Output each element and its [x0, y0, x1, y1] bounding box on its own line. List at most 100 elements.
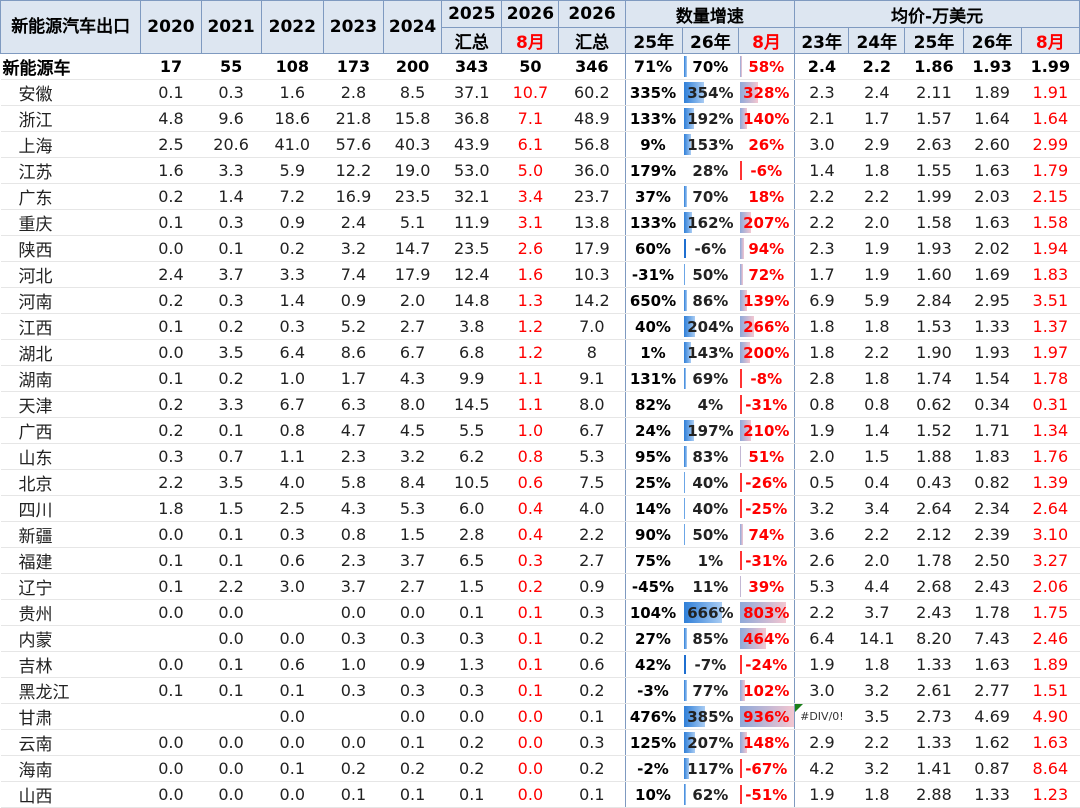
value-2025-total: 12.4: [442, 262, 502, 288]
price-aug: 2.46: [1021, 626, 1079, 652]
value-2021: 3.3: [201, 392, 261, 418]
value-2021: 0.0: [201, 730, 261, 756]
price-26: 1.33: [963, 314, 1021, 340]
value-2026-aug: 0.4: [502, 522, 559, 548]
negative-marker: [740, 759, 742, 778]
value-2022: 0.6: [261, 548, 323, 574]
value-2020: 0.1: [141, 678, 201, 704]
growth-aug: 328%: [738, 80, 794, 106]
header-year-2022: 2022: [261, 1, 323, 54]
growth-bar: [684, 784, 686, 805]
value-2025-total: 0.1: [442, 600, 502, 626]
growth-value: 803%: [743, 604, 789, 622]
growth-25: 25%: [625, 470, 682, 496]
header-2026-month-sub: 8月: [502, 28, 559, 54]
value-2025-total: 1.5: [442, 574, 502, 600]
growth-value: 50%: [692, 266, 728, 284]
growth-value: 102%: [743, 682, 789, 700]
value-2021: 0.2: [201, 314, 261, 340]
growth-25: 95%: [625, 444, 682, 470]
growth-value: 328%: [743, 84, 789, 102]
price-24: 1.8: [849, 366, 905, 392]
value-2024: 17.9: [384, 262, 442, 288]
value-2022: 1.1: [261, 444, 323, 470]
header-price-24: 24年: [849, 28, 905, 54]
value-2023: 0.0: [323, 600, 383, 626]
price-aug: 1.75: [1021, 600, 1079, 626]
value-2026-total: 8: [559, 340, 625, 366]
price-26: 1.93: [963, 340, 1021, 366]
growth-25: 24%: [625, 418, 682, 444]
value-2026-total: 0.6: [559, 652, 625, 678]
value-2024: 8.5: [384, 80, 442, 106]
growth-aug: -8%: [738, 366, 794, 392]
growth-bar: [684, 524, 685, 545]
growth-aug: 139%: [738, 288, 794, 314]
price-24: 1.4: [849, 418, 905, 444]
value-2025-total: 11.9: [442, 210, 502, 236]
value-2026-aug: 0.1: [502, 652, 559, 678]
price-23: 2.2: [795, 600, 849, 626]
value-2020: 0.0: [141, 522, 201, 548]
value-2022: 0.9: [261, 210, 323, 236]
price-26: 1.89: [963, 80, 1021, 106]
value-2024: 3.7: [384, 548, 442, 574]
price-23: 2.2: [795, 210, 849, 236]
growth-value: 77%: [692, 682, 728, 700]
growth-value: 83%: [692, 448, 728, 466]
price-25: 1.86: [905, 54, 963, 80]
value-2023: 173: [323, 54, 383, 80]
value-2023: 4.7: [323, 418, 383, 444]
growth-value: 139%: [743, 292, 789, 310]
price-aug: 1.63: [1021, 730, 1079, 756]
price-24: 1.5: [849, 444, 905, 470]
price-24: 2.2: [849, 340, 905, 366]
header-price-aug: 8月: [1021, 28, 1079, 54]
value-2020: 2.5: [141, 132, 201, 158]
growth-value: 85%: [692, 630, 728, 648]
value-2022: 0.6: [261, 652, 323, 678]
growth-26: 354%: [682, 80, 738, 106]
value-2022: 2.5: [261, 496, 323, 522]
growth-26: 69%: [682, 366, 738, 392]
value-2025-total: 6.2: [442, 444, 502, 470]
value-2026-total: 346: [559, 54, 625, 80]
growth-aug: 18%: [738, 184, 794, 210]
value-2020: 0.0: [141, 730, 201, 756]
value-2026-total: 14.2: [559, 288, 625, 314]
row-name: 山西: [1, 782, 141, 808]
header-year-2021: 2021: [201, 1, 261, 54]
value-2026-total: 8.0: [559, 392, 625, 418]
negative-marker: [740, 161, 742, 180]
growth-value: 86%: [692, 292, 728, 310]
value-2023: 1.7: [323, 366, 383, 392]
price-25: 2.88: [905, 782, 963, 808]
value-2022: 0.3: [261, 314, 323, 340]
growth-value: 464%: [743, 630, 789, 648]
value-2025-total: 53.0: [442, 158, 502, 184]
growth-26: 62%: [682, 782, 738, 808]
growth-aug: 102%: [738, 678, 794, 704]
header-price-26: 26年: [963, 28, 1021, 54]
value-2021: 0.2: [201, 366, 261, 392]
value-2021: 2.2: [201, 574, 261, 600]
price-25: 1.88: [905, 444, 963, 470]
price-25: 8.20: [905, 626, 963, 652]
price-24: 0.8: [849, 392, 905, 418]
growth-25: 133%: [625, 210, 682, 236]
growth-value: 140%: [743, 110, 789, 128]
growth-25: 131%: [625, 366, 682, 392]
value-2020: 0.0: [141, 756, 201, 782]
value-2021: 3.7: [201, 262, 261, 288]
value-2022: 3.0: [261, 574, 323, 600]
value-2026-aug: 0.8: [502, 444, 559, 470]
price-25: 2.64: [905, 496, 963, 522]
value-2026-aug: 50: [502, 54, 559, 80]
